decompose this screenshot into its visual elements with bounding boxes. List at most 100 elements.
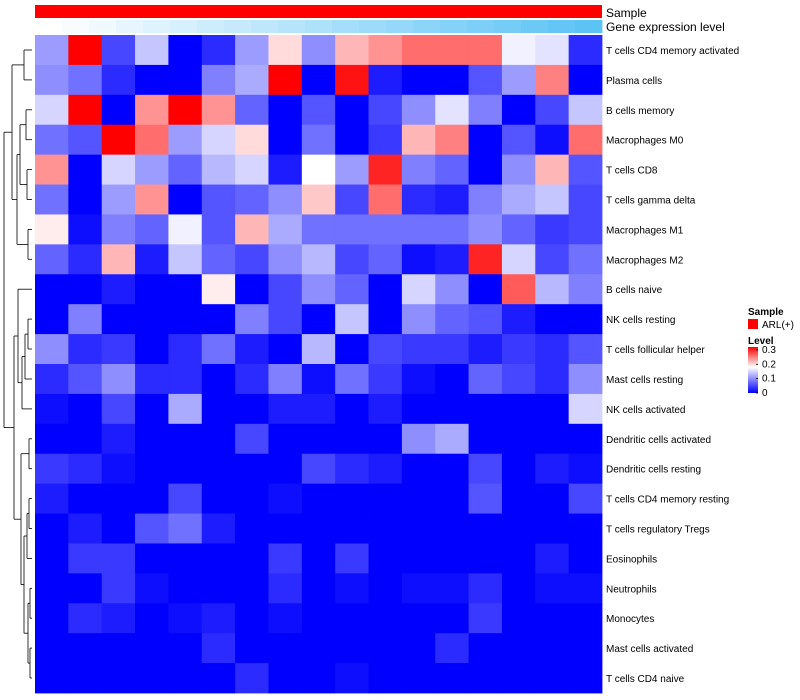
row-label: T cells gamma delta <box>606 196 696 207</box>
heatmap-cell <box>468 214 503 245</box>
heatmap-cell <box>468 94 503 126</box>
heatmap-cell <box>68 453 103 485</box>
heatmap-cell <box>101 633 136 664</box>
heatmap-cell <box>501 304 536 335</box>
heatmap-cell <box>435 603 469 634</box>
heatmap-cell <box>101 663 136 694</box>
heatmap-cell <box>435 633 469 664</box>
heatmap-cell <box>35 64 69 96</box>
heatmap-cell <box>135 304 169 335</box>
heatmap-cell <box>68 513 103 544</box>
heatmap-cell <box>501 124 536 156</box>
legend-sample-swatch <box>748 319 758 329</box>
heatmap-cell <box>368 64 403 96</box>
legend-sample-item: ARL(+) <box>762 320 794 331</box>
gene-expression-cell <box>35 20 63 33</box>
heatmap-cell <box>235 453 269 485</box>
gene-expression-cell <box>62 20 90 33</box>
heatmap-cell <box>335 513 369 544</box>
heatmap-cell <box>35 423 69 455</box>
heatmap-cell <box>201 274 236 305</box>
heatmap-cell <box>201 453 236 485</box>
heatmap-cell <box>301 513 336 544</box>
heatmap-cell <box>135 453 169 485</box>
heatmap-cell <box>535 663 570 694</box>
heatmap-cell <box>501 393 536 425</box>
row-label: T cells CD4 memory activated <box>606 46 739 57</box>
heatmap-cell <box>301 393 336 425</box>
heatmap-cell <box>201 543 236 574</box>
heatmap-cell <box>335 274 369 305</box>
gene-expression-cell <box>467 20 495 33</box>
heatmap-cell <box>168 214 203 245</box>
heatmap-cell <box>301 453 336 485</box>
heatmap-cell <box>335 244 369 275</box>
heatmap-cell <box>335 663 369 694</box>
heatmap-cell <box>268 274 303 305</box>
heatmap-cell <box>435 244 469 275</box>
heatmap-cell <box>368 513 403 544</box>
heatmap-cell <box>135 184 169 215</box>
heatmap-cell <box>568 244 603 275</box>
heatmap-cell <box>335 603 369 634</box>
heatmap-cell <box>301 364 336 395</box>
heatmap-cell <box>235 603 269 634</box>
heatmap-cell <box>35 483 69 514</box>
heatmap-cell <box>335 124 369 156</box>
heatmap-cell <box>468 633 503 664</box>
heatmap-cell <box>168 513 203 544</box>
heatmap-cell <box>335 214 369 245</box>
heatmap-cell <box>101 603 136 634</box>
heatmap-cell <box>435 124 469 156</box>
heatmap-cell <box>68 184 103 215</box>
heatmap-cell <box>68 573 103 604</box>
heatmap-cell <box>468 393 503 425</box>
heatmap-cell <box>135 393 169 425</box>
heatmap-cell <box>501 334 536 365</box>
heatmap-cell <box>535 94 570 126</box>
heatmap-cell <box>368 94 403 126</box>
heatmap-cell <box>535 573 570 604</box>
gene-expression-cell <box>521 20 549 33</box>
heatmap-cell <box>501 214 536 245</box>
row-label: Mast cells resting <box>606 375 683 386</box>
heatmap-cell <box>401 304 436 335</box>
heatmap-cell <box>35 274 69 305</box>
heatmap-cell <box>335 184 369 215</box>
legend-level-tick-label: 0 <box>762 388 768 399</box>
heatmap-cell <box>68 94 103 126</box>
heatmap-cell <box>168 423 203 455</box>
heatmap-cell <box>35 603 69 634</box>
heatmap-cell <box>401 543 436 574</box>
row-label: B cells memory <box>606 106 674 117</box>
heatmap-cell <box>501 94 536 126</box>
heatmap-cell <box>401 64 436 96</box>
gene-expression-cell <box>89 20 117 33</box>
heatmap-cell <box>35 124 69 156</box>
heatmap-cell <box>568 663 603 694</box>
heatmap-cell <box>435 573 469 604</box>
heatmap-cell <box>335 304 369 335</box>
heatmap-cell <box>35 214 69 245</box>
heatmap-cell <box>468 364 503 395</box>
heatmap-cell <box>468 663 503 694</box>
heatmap-cell <box>235 64 269 96</box>
heatmap-cell <box>501 423 536 455</box>
heatmap-cell <box>501 154 536 185</box>
row-label: NK cells resting <box>606 315 675 326</box>
heatmap-cell <box>168 543 203 574</box>
heatmap-cell <box>401 423 436 455</box>
heatmap-cell <box>368 663 403 694</box>
heatmap-cell <box>368 304 403 335</box>
gene-expression-cell <box>548 20 576 33</box>
heatmap-cell <box>301 184 336 215</box>
heatmap-cell <box>368 334 403 365</box>
heatmap-cell <box>468 573 503 604</box>
heatmap-cell <box>168 483 203 514</box>
heatmap-cell <box>268 124 303 156</box>
heatmap-cell <box>435 453 469 485</box>
heatmap-cell <box>68 154 103 185</box>
heatmap-cell <box>101 124 136 156</box>
heatmap-cell <box>201 184 236 215</box>
gene-expression-cell <box>170 20 198 33</box>
